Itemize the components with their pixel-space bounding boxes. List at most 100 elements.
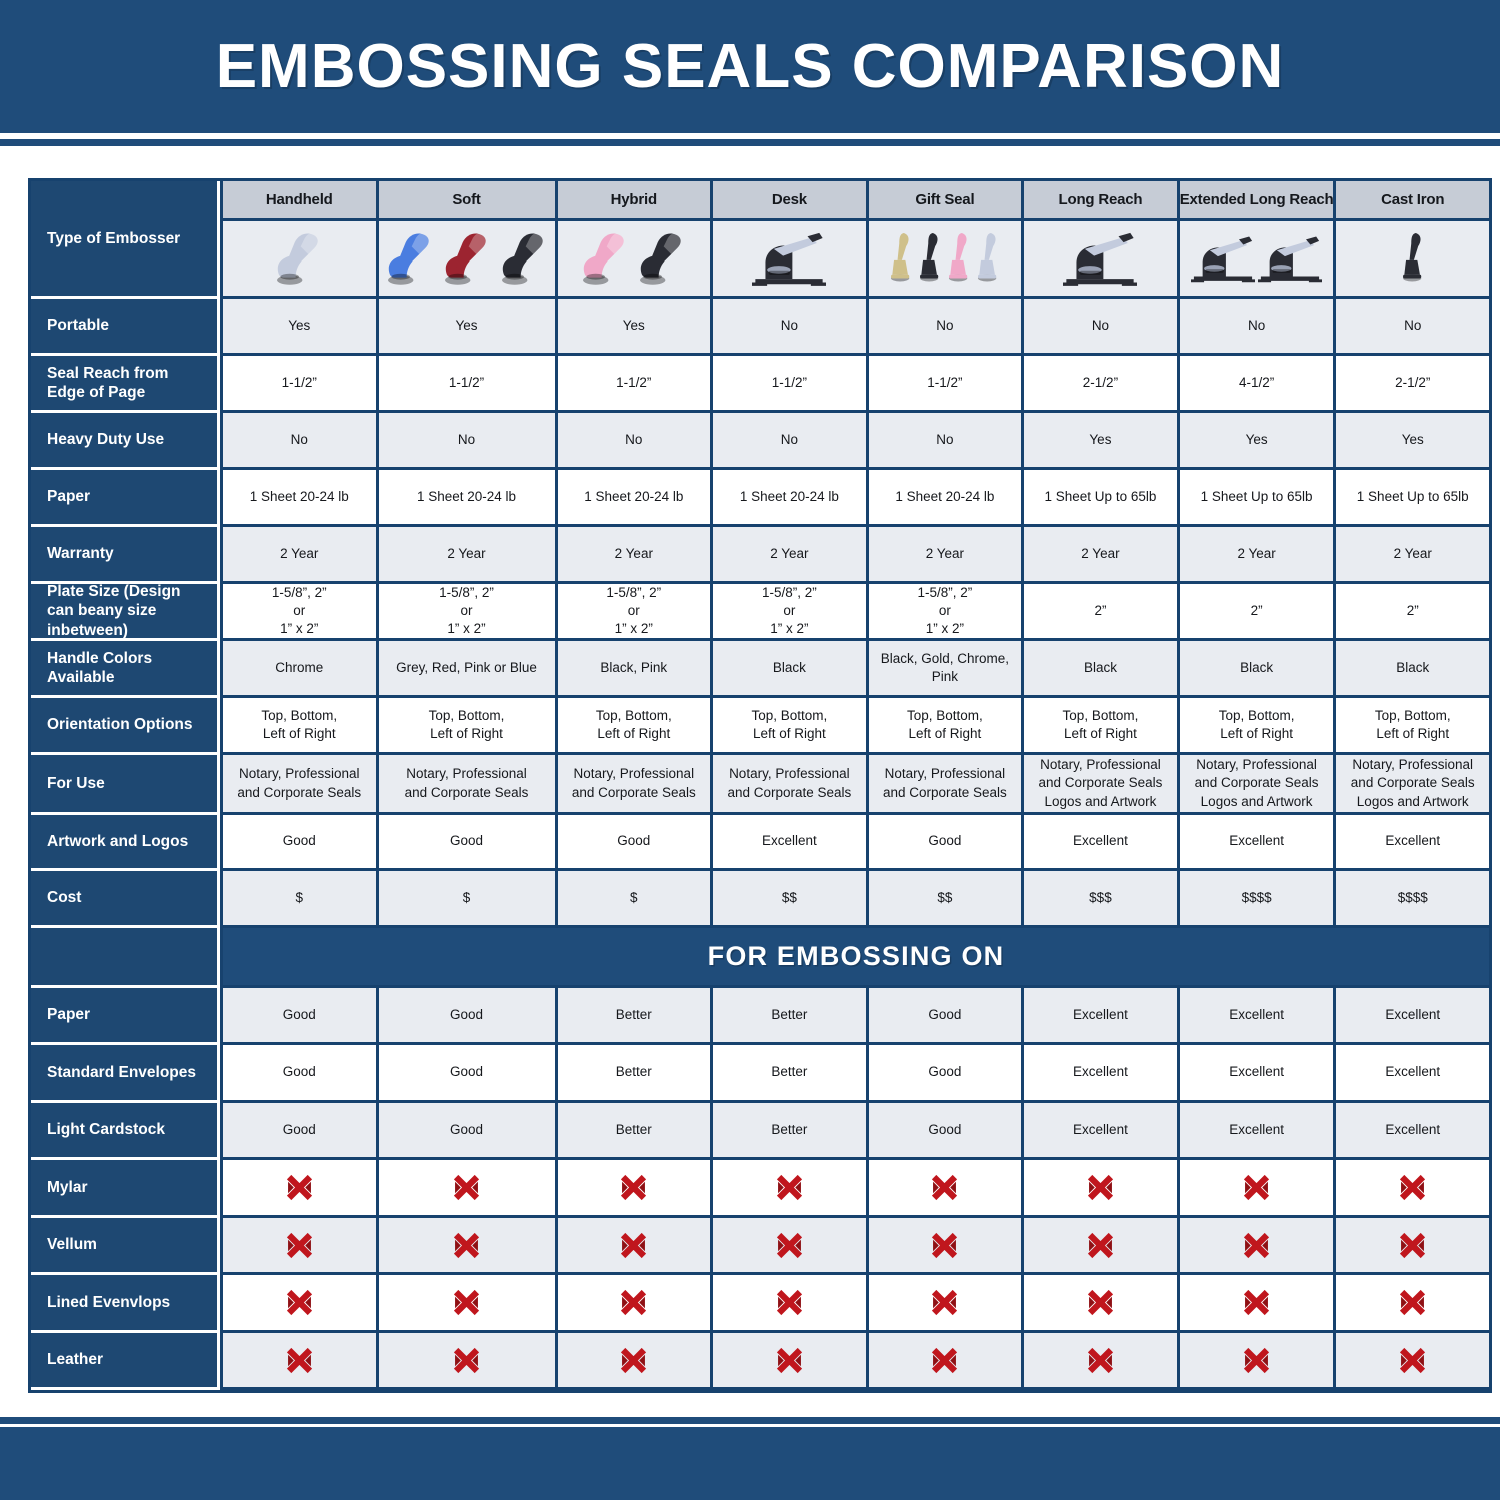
embosser-desk-image bbox=[1258, 235, 1323, 282]
row-label-embossing-light-cardstock: Light Cardstock bbox=[31, 1103, 220, 1160]
not-supported-icon bbox=[1400, 1232, 1426, 1258]
cell-embossing-lined-evenvlops-hybrid bbox=[554, 1275, 711, 1333]
cell-embossing-light-cardstock-soft: Good bbox=[375, 1103, 555, 1160]
not-supported-icon bbox=[776, 1289, 802, 1316]
not-supported-icon bbox=[1400, 1289, 1426, 1316]
not-supported-icon bbox=[776, 1174, 802, 1201]
cell-seal-reach-handheld: 1-1/2” bbox=[220, 356, 376, 413]
cell-orientation-options-cast-iron: Top, Bottom, Left of Right bbox=[1333, 698, 1489, 755]
cell-embossing-lined-evenvlops-extended-long-reach bbox=[1176, 1275, 1334, 1333]
row-label-embossing-vellum: Vellum bbox=[31, 1218, 220, 1275]
row-label-paper: Paper bbox=[31, 470, 220, 527]
cell-artwork-and-logos-cast-iron: Excellent bbox=[1333, 815, 1489, 871]
cell-seal-reach-cast-iron: 2-1/2” bbox=[1333, 356, 1489, 413]
cell-heavy-duty-use-soft: No bbox=[375, 413, 555, 470]
cell-heavy-duty-use-long-reach: Yes bbox=[1021, 413, 1177, 470]
cell-embossing-vellum-cast-iron bbox=[1333, 1218, 1489, 1275]
cell-heavy-duty-use-extended-long-reach: Yes bbox=[1176, 413, 1334, 470]
not-supported-icon bbox=[286, 1232, 312, 1258]
cell-embossing-lined-evenvlops-long-reach bbox=[1021, 1275, 1177, 1333]
row-label-embossing-paper: Paper bbox=[31, 988, 220, 1045]
cell-cost-soft: $ bbox=[375, 871, 555, 928]
cell-embossing-vellum-soft bbox=[375, 1218, 555, 1275]
cell-warranty-extended-long-reach: 2 Year bbox=[1176, 527, 1334, 584]
cell-embossing-leather-gift-seal bbox=[865, 1333, 1022, 1390]
not-supported-icon bbox=[286, 1347, 312, 1373]
title-band: EMBOSSING SEALS COMPARISON bbox=[0, 0, 1500, 133]
not-supported-icon bbox=[621, 1174, 647, 1201]
cell-portable-cast-iron: No bbox=[1333, 299, 1489, 356]
cell-orientation-options-soft: Top, Bottom, Left of Right bbox=[375, 698, 555, 755]
not-supported-icon bbox=[932, 1232, 958, 1258]
cell-embossing-vellum-handheld bbox=[220, 1218, 376, 1275]
not-supported-icon bbox=[1243, 1289, 1270, 1316]
cell-embossing-paper-handheld: Good bbox=[220, 988, 376, 1045]
cell-for-use-cast-iron: Notary, Professional and Corporate Seals… bbox=[1333, 755, 1489, 815]
cell-warranty-gift-seal: 2 Year bbox=[865, 527, 1022, 584]
cell-plate-size-extended-long-reach: 2” bbox=[1176, 584, 1334, 641]
not-supported-icon bbox=[1400, 1174, 1426, 1201]
cell-embossing-leather-handheld bbox=[220, 1333, 376, 1390]
not-supported-icon bbox=[1243, 1347, 1270, 1373]
cell-plate-size-soft: 1-5/8”, 2” or 1” x 2” bbox=[375, 584, 555, 641]
cell-heavy-duty-use-desk: No bbox=[710, 413, 866, 470]
section-title-for-embossing-on: FOR EMBOSSING ON bbox=[220, 928, 1489, 988]
not-supported-icon bbox=[621, 1347, 647, 1373]
cell-handle-colors-cast-iron: Black bbox=[1333, 641, 1489, 698]
cell-orientation-options-gift-seal: Top, Bottom, Left of Right bbox=[865, 698, 1022, 755]
cell-cost-hybrid: $ bbox=[554, 871, 711, 928]
cell-embossing-lined-evenvlops-handheld bbox=[220, 1275, 376, 1333]
cell-orientation-options-desk: Top, Bottom, Left of Right bbox=[710, 698, 866, 755]
cell-orientation-options-handheld: Top, Bottom, Left of Right bbox=[220, 698, 376, 755]
cell-embossing-light-cardstock-long-reach: Excellent bbox=[1021, 1103, 1177, 1160]
cell-handle-colors-desk: Black bbox=[710, 641, 866, 698]
hybrid-embosser-photo bbox=[554, 221, 711, 299]
cell-warranty-long-reach: 2 Year bbox=[1021, 527, 1177, 584]
comparison-table: Type of Embosser Handheld Soft Hybrid Desk Gi… bbox=[28, 178, 1492, 1393]
cell-paper-handheld: 1 Sheet 20-24 lb bbox=[220, 470, 376, 527]
cell-portable-soft: Yes bbox=[375, 299, 555, 356]
cell-artwork-and-logos-hybrid: Good bbox=[554, 815, 711, 871]
cell-handle-colors-soft: Grey, Red, Pink or Blue bbox=[375, 641, 555, 698]
not-supported-icon bbox=[1087, 1347, 1114, 1373]
row-label-warranty: Warranty bbox=[31, 527, 220, 584]
cell-embossing-leather-soft bbox=[375, 1333, 555, 1390]
cell-embossing-mylar-handheld bbox=[220, 1160, 376, 1218]
cell-for-use-desk: Notary, Professional and Corporate Seals bbox=[710, 755, 866, 815]
cell-embossing-light-cardstock-handheld: Good bbox=[220, 1103, 376, 1160]
cell-seal-reach-desk: 1-1/2” bbox=[710, 356, 866, 413]
not-supported-icon bbox=[1243, 1232, 1270, 1258]
cell-paper-gift-seal: 1 Sheet 20-24 lb bbox=[865, 470, 1022, 527]
cell-embossing-paper-extended-long-reach: Excellent bbox=[1176, 988, 1334, 1045]
not-supported-icon bbox=[621, 1232, 647, 1258]
not-supported-icon bbox=[932, 1289, 958, 1316]
section-band-spacer bbox=[31, 928, 220, 988]
cell-handle-colors-handheld: Chrome bbox=[220, 641, 376, 698]
cell-for-use-hybrid: Notary, Professional and Corporate Seals bbox=[554, 755, 711, 815]
cell-paper-extended-long-reach: 1 Sheet Up to 65lb bbox=[1176, 470, 1334, 527]
cell-cost-gift-seal: $$ bbox=[865, 871, 1022, 928]
cell-artwork-and-logos-extended-long-reach: Excellent bbox=[1176, 815, 1334, 871]
row-label-portable: Portable bbox=[31, 299, 220, 356]
cell-warranty-soft: 2 Year bbox=[375, 527, 555, 584]
cell-orientation-options-extended-long-reach: Top, Bottom, Left of Right bbox=[1176, 698, 1334, 755]
cell-warranty-handheld: 2 Year bbox=[220, 527, 376, 584]
row-label-embossing-mylar: Mylar bbox=[31, 1160, 220, 1218]
cell-embossing-leather-cast-iron bbox=[1333, 1333, 1489, 1390]
cell-orientation-options-long-reach: Top, Bottom, Left of Right bbox=[1021, 698, 1177, 755]
row-label-plate-size: Plate Size (Design can beany size inbetw… bbox=[31, 583, 220, 641]
cell-for-use-gift-seal: Notary, Professional and Corporate Seals bbox=[865, 755, 1022, 815]
not-supported-icon bbox=[1087, 1289, 1114, 1316]
footer-band bbox=[0, 1427, 1500, 1500]
cell-embossing-leather-desk bbox=[710, 1333, 866, 1390]
cell-embossing-leather-long-reach bbox=[1021, 1333, 1177, 1390]
row-label-orientation-options: Orientation Options bbox=[31, 698, 220, 755]
cell-seal-reach-soft: 1-1/2” bbox=[375, 356, 555, 413]
embosser-upright-image bbox=[920, 232, 939, 282]
cell-portable-extended-long-reach: No bbox=[1176, 299, 1334, 356]
embosser-clamp-image bbox=[277, 233, 318, 285]
cell-plate-size-desk: 1-5/8”, 2” or 1” x 2” bbox=[710, 584, 866, 641]
footer-accent-line bbox=[0, 1417, 1500, 1424]
row-label-heavy-duty-use: Heavy Duty Use bbox=[31, 413, 220, 470]
cell-portable-gift-seal: No bbox=[865, 299, 1022, 356]
